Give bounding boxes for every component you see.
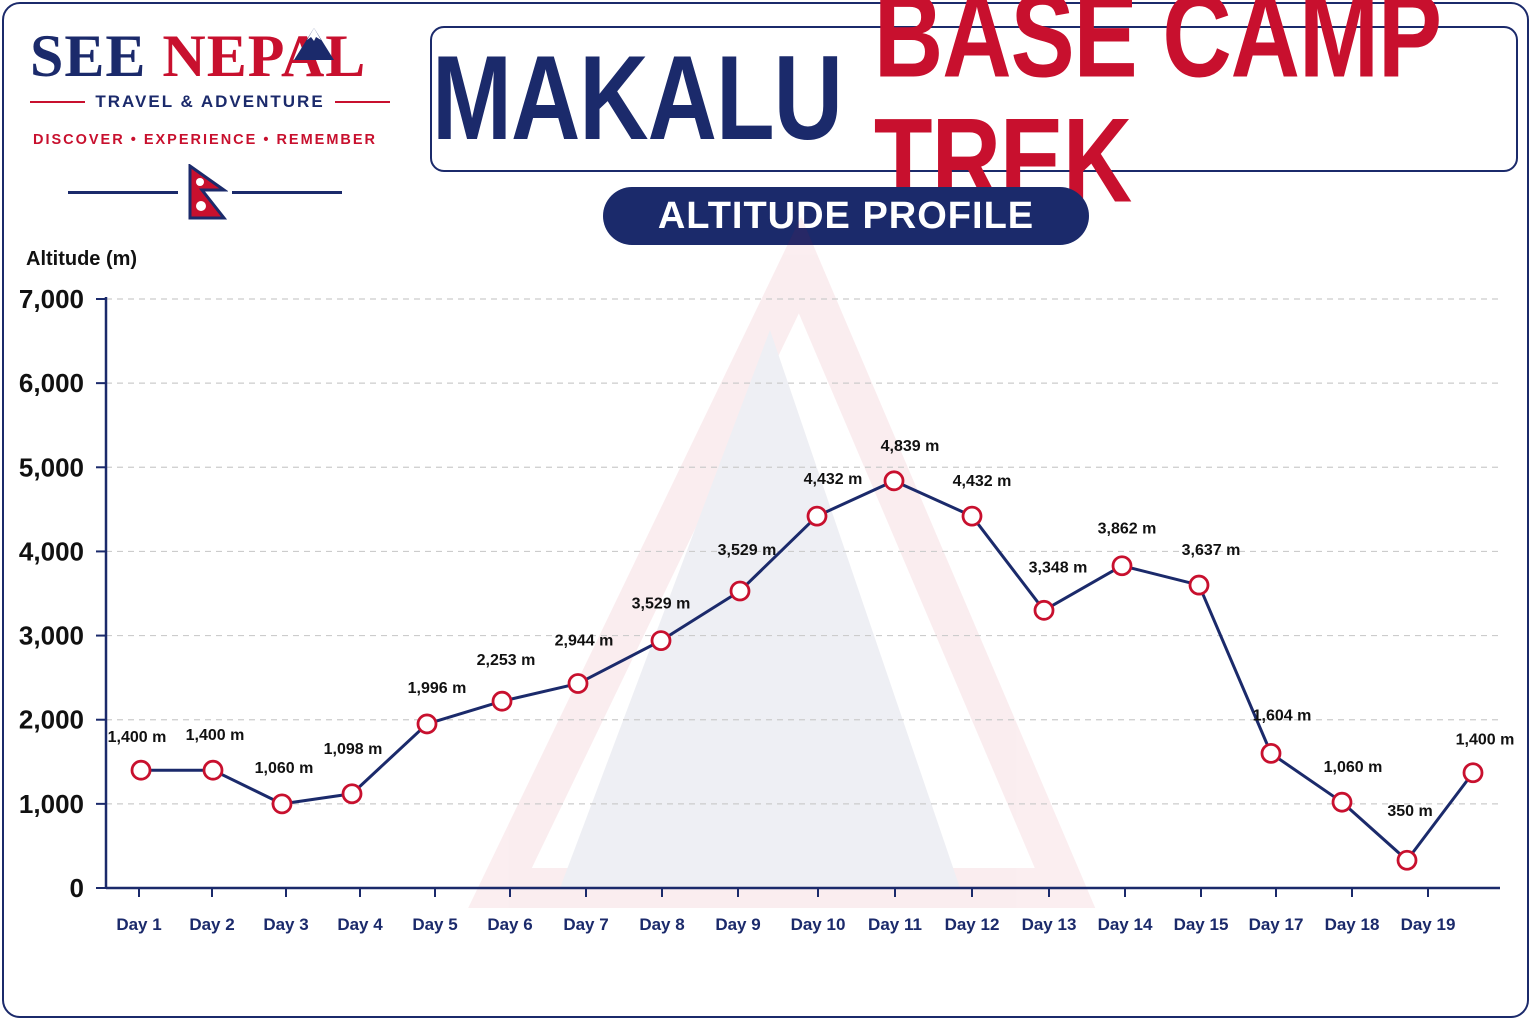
brand-name-part2: NEPAL xyxy=(162,23,367,89)
y-axis-title: Altitude (m) xyxy=(26,248,138,270)
data-point xyxy=(650,630,672,652)
data-label: 1,060 m xyxy=(1324,759,1383,776)
data-point xyxy=(961,505,983,527)
data-point xyxy=(271,793,293,815)
brand-subtitle: TRAVEL & ADVENTURE xyxy=(95,92,325,111)
x-tick-label: Day 14 xyxy=(1098,915,1153,934)
data-label: 1,098 m xyxy=(324,741,383,758)
y-tick-label: 0 xyxy=(70,873,84,903)
brand-name-part1: SEE xyxy=(30,23,147,89)
x-tick-label: Day 17 xyxy=(1249,915,1304,934)
data-point xyxy=(1188,574,1210,596)
x-tick-label: Day 1 xyxy=(116,915,161,934)
x-tick-label: Day 11 xyxy=(868,915,922,934)
data-point xyxy=(202,759,224,781)
data-label: 2,944 m xyxy=(555,633,614,650)
y-tick-label: 5,000 xyxy=(19,452,84,482)
nepal-flag-icon xyxy=(188,164,228,220)
data-point xyxy=(567,673,589,694)
title-part1: MAKALU xyxy=(432,31,843,166)
data-point xyxy=(1033,599,1055,621)
y-tick-label: 7,000 xyxy=(19,284,84,314)
data-label: 3,529 m xyxy=(718,542,777,559)
x-tick-label: Day 9 xyxy=(715,915,760,934)
subtitle-pill: ALTITUDE PROFILE xyxy=(603,187,1089,245)
data-point xyxy=(806,505,828,527)
x-tick-label: Day 2 xyxy=(189,915,234,934)
x-tick-label: Day 12 xyxy=(945,915,1000,934)
flag-row xyxy=(60,164,350,224)
data-label: 3,862 m xyxy=(1098,521,1157,538)
y-tick-label: 2,000 xyxy=(19,705,84,735)
x-tick-label: Day 10 xyxy=(791,915,846,934)
x-tick-label: Day 13 xyxy=(1022,915,1077,934)
y-tick-label: 4,000 xyxy=(19,536,84,566)
data-point xyxy=(1111,555,1133,577)
data-label: 1,060 m xyxy=(255,760,314,777)
data-label: 1,604 m xyxy=(1253,707,1312,724)
data-label: 3,529 m xyxy=(632,596,691,613)
data-label: 4,432 m xyxy=(804,471,863,488)
data-label: 4,839 m xyxy=(881,438,940,455)
mountain-icon xyxy=(294,28,334,60)
data-label: 350 m xyxy=(1387,803,1432,820)
brand-name: SEE NEPAL xyxy=(30,24,390,88)
data-label: 1,996 m xyxy=(408,680,467,697)
data-point xyxy=(341,783,363,805)
x-tick-label: Day 4 xyxy=(337,915,383,934)
y-tick-label: 3,000 xyxy=(19,621,84,651)
data-label: 3,348 m xyxy=(1029,559,1088,576)
data-point xyxy=(130,759,152,781)
brand-logo: SEE NEPAL TRAVEL & ADVENTURE DISCOVER • … xyxy=(20,22,390,232)
data-point xyxy=(416,713,438,735)
main-title: MAKALU BASE CAMP TREK xyxy=(430,0,1518,223)
mountain-watermark xyxy=(468,216,1096,908)
data-label: 3,637 m xyxy=(1182,542,1241,559)
x-tick-label: Day 6 xyxy=(487,915,532,934)
x-tick-label: Day 15 xyxy=(1174,915,1229,934)
x-tick-label: Day 19 xyxy=(1401,915,1456,934)
data-label: 4,432 m xyxy=(953,473,1012,490)
x-tick-label: Day 3 xyxy=(263,915,308,934)
data-point xyxy=(883,470,905,492)
x-tick-label: Day 18 xyxy=(1325,915,1380,934)
data-label: 2,253 m xyxy=(477,652,536,669)
subtitle-rule-right xyxy=(334,101,390,103)
flag-line-left xyxy=(68,191,178,194)
data-point xyxy=(491,690,513,712)
data-label: 1,400 m xyxy=(108,729,167,746)
x-tick-label: Day 8 xyxy=(639,915,684,934)
brand-tagline: DISCOVER • EXPERIENCE • REMEMBER xyxy=(32,132,378,148)
data-point xyxy=(1462,762,1484,784)
data-label: 1,400 m xyxy=(186,727,245,744)
x-tick-label: Day 7 xyxy=(563,915,608,934)
data-point xyxy=(1331,791,1353,813)
data-label: 1,400 m xyxy=(1456,732,1515,749)
subtitle-rule-left xyxy=(30,101,86,103)
data-point xyxy=(1396,849,1418,871)
y-tick-label: 6,000 xyxy=(19,368,84,398)
flag-line-right xyxy=(232,191,342,194)
data-point xyxy=(1260,742,1282,764)
x-tick-label: Day 5 xyxy=(412,915,457,934)
data-point xyxy=(729,580,751,602)
y-tick-label: 1,000 xyxy=(19,789,84,819)
brand-subtitle-row: TRAVEL & ADVENTURE xyxy=(30,90,390,114)
